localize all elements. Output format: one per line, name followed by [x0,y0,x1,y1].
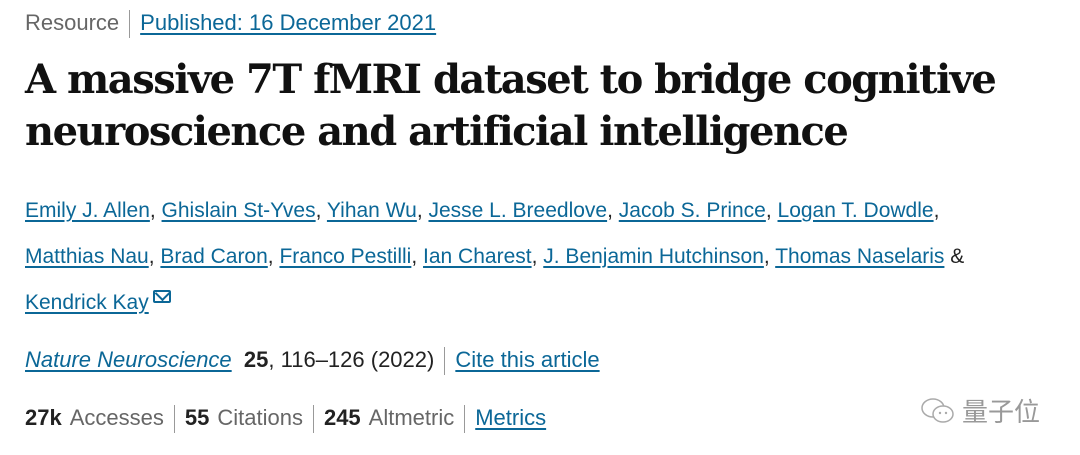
author-link[interactable]: Logan T. Dowdle [777,199,934,222]
accesses-count: 27k [25,405,62,430]
article-title: A massive 7T fMRI dataset to bridge cogn… [25,56,997,155]
watermark: 量子位 [920,392,1040,429]
cite-article-link[interactable]: Cite this article [455,347,600,372]
author-link[interactable]: Jesse L. Breedlove [428,199,608,222]
author-link[interactable]: Emily J. Allen [25,199,150,222]
accesses-label: Accesses [69,405,164,430]
author-link[interactable]: Thomas Naselaris [775,245,945,268]
watermark-text: 量子位 [962,397,1041,427]
published-date-link[interactable]: Published: 16 December 2021 [140,10,437,35]
mail-icon[interactable] [152,290,171,303]
author-link[interactable]: Jacob S. Prince [618,199,766,222]
divider [464,405,466,434]
author-link[interactable]: Yihan Wu [326,199,417,222]
article-metrics: 27k Accesses 55 Citations 245 Altmetric Metric… [25,405,547,434]
journal-info: Nature Neuroscience 25, 116–126 (2022) Ci… [25,347,600,376]
citations-count: 55 [184,405,210,430]
divider [129,10,131,39]
ampersand: & [950,245,965,268]
author-link[interactable]: Brad Caron [160,245,268,268]
divider [173,405,175,434]
journal-pages: , 116–126 (2022) [268,347,435,372]
metrics-link[interactable]: Metrics [475,405,547,430]
altmetric-label: Altmetric [368,405,455,430]
journal-link[interactable]: Nature Neuroscience [25,347,232,372]
divider [312,405,314,434]
author-link[interactable]: Kendrick Kay [25,291,149,314]
journal-volume: 25 [243,347,269,372]
citations-label: Citations [217,405,303,430]
author-link[interactable]: Ghislain St-Yves [161,199,316,222]
author-list: Emily J. Allen, Ghislain St-Yves, Yihan … [25,199,965,314]
article-meta: Resource Published: 16 December 2021 [25,10,437,39]
divider [444,347,446,376]
article-type: Resource [25,10,120,35]
altmetric-score: 245 [323,405,361,430]
wechat-icon [921,397,954,423]
author-link[interactable]: Ian Charest [423,245,532,268]
author-link[interactable]: Franco Pestilli [279,245,412,268]
author-link[interactable]: Matthias Nau [25,245,149,268]
author-link[interactable]: J. Benjamin Hutchinson [543,245,764,268]
